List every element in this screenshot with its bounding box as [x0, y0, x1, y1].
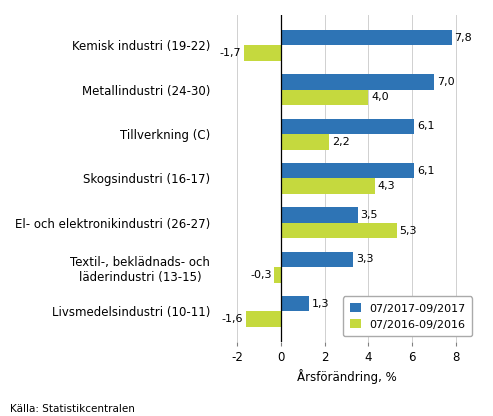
Text: 4,3: 4,3 [378, 181, 395, 191]
Bar [281, 30, 452, 45]
Legend: 07/2017-09/2017, 07/2016-09/2016: 07/2017-09/2017, 07/2016-09/2016 [343, 297, 472, 336]
Text: 6,1: 6,1 [417, 121, 435, 131]
Text: 7,8: 7,8 [455, 32, 472, 42]
Bar [281, 119, 415, 134]
Text: 6,1: 6,1 [417, 166, 435, 176]
Text: -1,6: -1,6 [222, 314, 243, 324]
Text: 5,3: 5,3 [399, 225, 417, 235]
Bar [274, 267, 281, 282]
Text: 1,3: 1,3 [312, 299, 329, 309]
X-axis label: Årsförändring, %: Årsförändring, % [297, 369, 396, 384]
Bar [281, 296, 309, 312]
Text: 2,2: 2,2 [332, 137, 350, 147]
Text: 3,5: 3,5 [360, 210, 378, 220]
Bar [281, 223, 397, 238]
Bar [281, 207, 357, 223]
Text: 3,3: 3,3 [356, 254, 373, 264]
Text: -1,7: -1,7 [219, 48, 241, 58]
Text: Källa: Statistikcentralen: Källa: Statistikcentralen [10, 404, 135, 414]
Text: 7,0: 7,0 [437, 77, 455, 87]
Bar [246, 312, 281, 327]
Text: -0,3: -0,3 [250, 270, 272, 280]
Bar [244, 45, 281, 61]
Bar [281, 90, 368, 105]
Bar [281, 252, 353, 267]
Bar [281, 178, 375, 194]
Bar [281, 134, 329, 150]
Bar [281, 74, 434, 90]
Text: 4,0: 4,0 [371, 92, 388, 102]
Bar [281, 163, 415, 178]
